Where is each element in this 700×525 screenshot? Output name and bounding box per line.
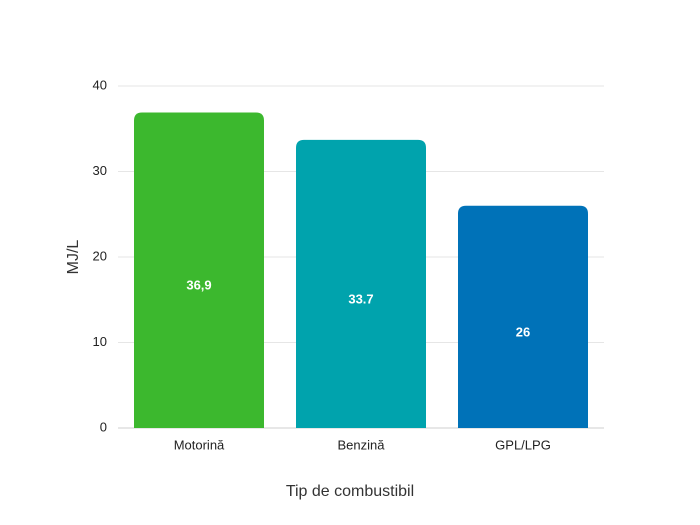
- x-axis-ticks: Motorină Benzină GPL/LPG: [174, 437, 551, 452]
- y-tick-label: 0: [100, 419, 107, 434]
- y-tick-label: 10: [93, 334, 107, 349]
- y-axis-title: MJ/L: [65, 240, 82, 275]
- y-tick-label: 20: [93, 248, 107, 263]
- x-axis-title: Tip de combustibil: [286, 483, 414, 500]
- bar-value-label: 33.7: [348, 291, 373, 306]
- bars: 36,9 33.7 26: [134, 112, 588, 429]
- x-tick-label: Motorină: [174, 437, 225, 452]
- bar: [458, 205, 588, 428]
- bar: [296, 139, 426, 429]
- x-tick-label: GPL/LPG: [495, 437, 551, 452]
- x-tick-label: Benzină: [338, 437, 386, 452]
- y-tick-label: 30: [93, 163, 107, 178]
- y-axis-ticks: 0 10 20 30 40: [93, 77, 107, 434]
- bar-value-label: 26: [516, 324, 530, 339]
- bar-value-label: 36,9: [186, 278, 211, 293]
- y-tick-label: 40: [93, 77, 107, 92]
- bar: [134, 112, 264, 428]
